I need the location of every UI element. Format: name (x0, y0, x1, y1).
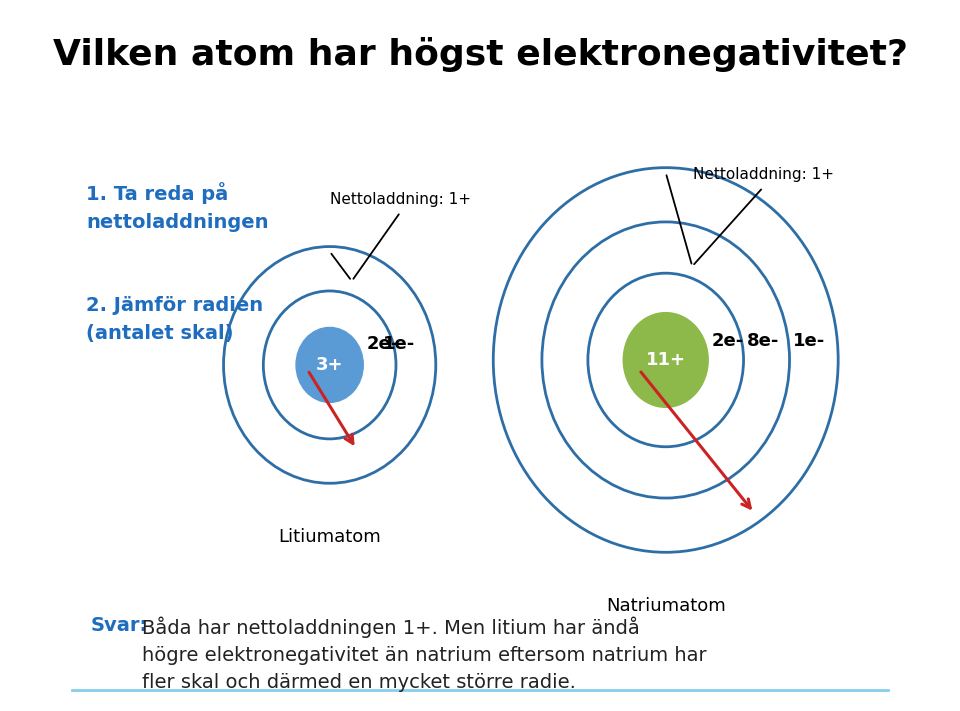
Circle shape (541, 222, 789, 498)
Text: 1e-: 1e- (383, 335, 415, 353)
Text: Nettoladdning: 1+: Nettoladdning: 1+ (692, 168, 833, 183)
Text: Natriumatom: Natriumatom (606, 597, 726, 615)
Circle shape (493, 168, 838, 552)
Text: 1e-: 1e- (793, 332, 826, 350)
Text: 2. Jämför radien
(antalet skal): 2. Jämför radien (antalet skal) (86, 296, 264, 343)
Circle shape (224, 247, 436, 483)
Circle shape (623, 313, 708, 407)
Text: Vilken atom har högst elektronegativitet?: Vilken atom har högst elektronegativitet… (53, 37, 907, 72)
Text: 8e-: 8e- (747, 332, 780, 350)
Text: 2e-: 2e- (367, 335, 399, 353)
Text: 3+: 3+ (316, 356, 344, 374)
Text: 1. Ta reda på
nettoladdningen: 1. Ta reda på nettoladdningen (86, 183, 269, 232)
Text: 11+: 11+ (646, 351, 685, 369)
Circle shape (588, 273, 744, 447)
Text: Båda har nettoladdningen 1+. Men litium har ändå
högre elektronegativitet än nat: Båda har nettoladdningen 1+. Men litium … (142, 616, 707, 693)
Circle shape (296, 328, 363, 402)
Text: 2e-: 2e- (711, 332, 744, 350)
Text: Litiumatom: Litiumatom (278, 528, 381, 545)
Text: Svar:: Svar: (91, 616, 148, 636)
Text: Nettoladdning: 1+: Nettoladdning: 1+ (330, 192, 471, 207)
Circle shape (263, 291, 396, 439)
